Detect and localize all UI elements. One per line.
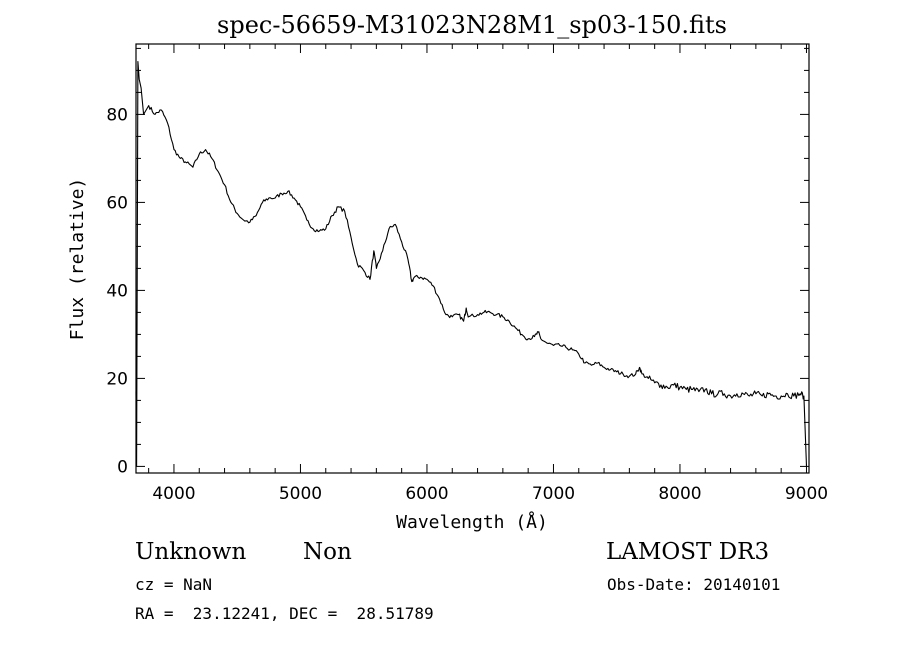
coordinates: RA = 23.12241, DEC = 28.51789 [135, 604, 434, 623]
y-tick-label: 0 [117, 457, 128, 477]
obs-date: Obs-Date: 20140101 [607, 575, 781, 594]
y-tick-label: 40 [106, 281, 128, 301]
y-tick-label: 80 [106, 105, 128, 125]
x-tick-label: 7000 [532, 484, 575, 504]
x-tick-label: 4000 [152, 484, 195, 504]
axis-ticks [136, 44, 809, 473]
survey-name: LAMOST DR3 [606, 539, 770, 565]
plot-frame [135, 43, 810, 474]
y-tick-labels: 0 20 40 60 80 [106, 105, 128, 477]
object-subclass: Non [303, 539, 352, 565]
chart-title: spec-56659-M31023N28M1_sp03-150.fits [217, 11, 727, 39]
x-axis-label: Wavelength (Å) [396, 511, 548, 533]
x-tick-label: 9000 [785, 484, 828, 504]
redshift-info: cz = NaN [135, 575, 213, 594]
y-tick-label: 20 [106, 369, 128, 389]
flux-series-line [135, 61, 808, 467]
x-tick-labels: 4000 5000 6000 7000 8000 9000 [152, 484, 828, 504]
y-tick-label: 60 [106, 193, 128, 213]
x-tick-label: 8000 [658, 484, 701, 504]
x-tick-label: 5000 [279, 484, 322, 504]
y-axis-label: Flux (relative) [67, 178, 88, 341]
x-tick-label: 6000 [405, 484, 448, 504]
object-class: Unknown [135, 539, 247, 565]
